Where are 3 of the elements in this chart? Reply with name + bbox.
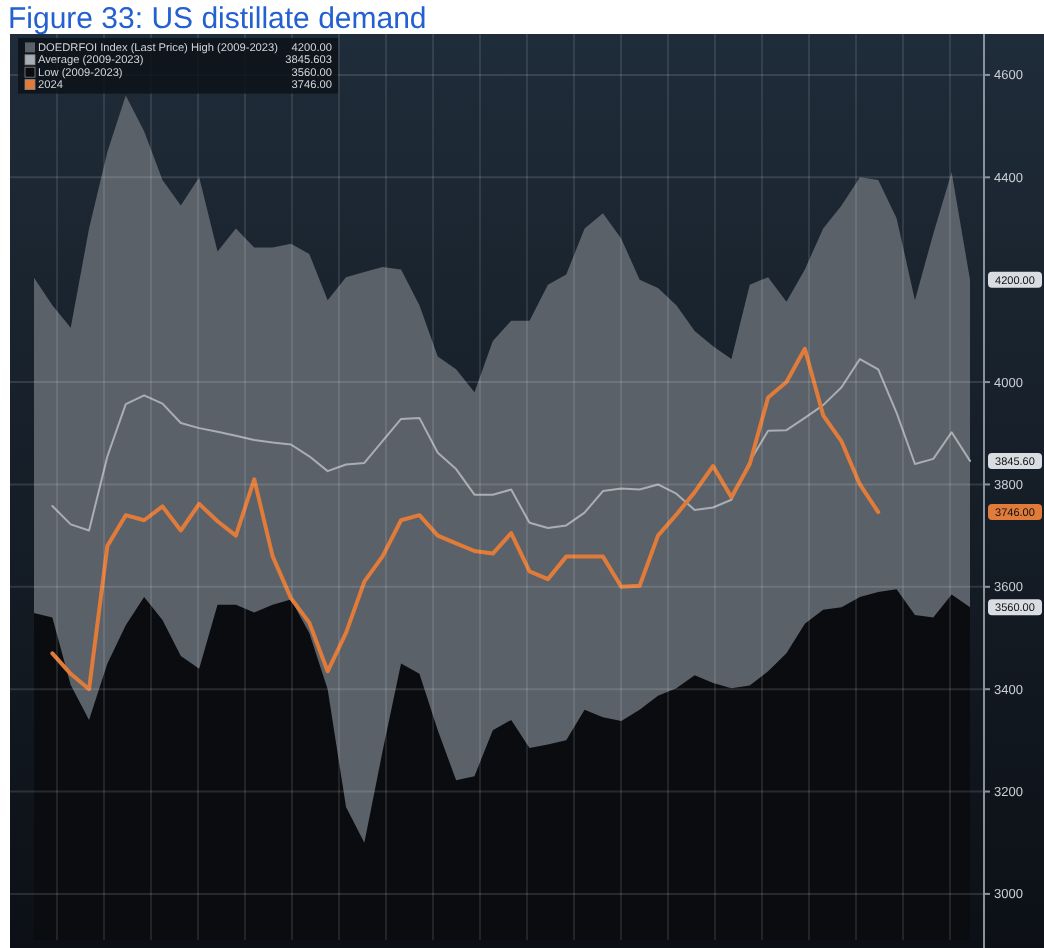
line-series: [51, 358, 971, 532]
chart-title: Figure 33: US distillate demand: [8, 2, 427, 36]
line-series: [50, 346, 881, 692]
